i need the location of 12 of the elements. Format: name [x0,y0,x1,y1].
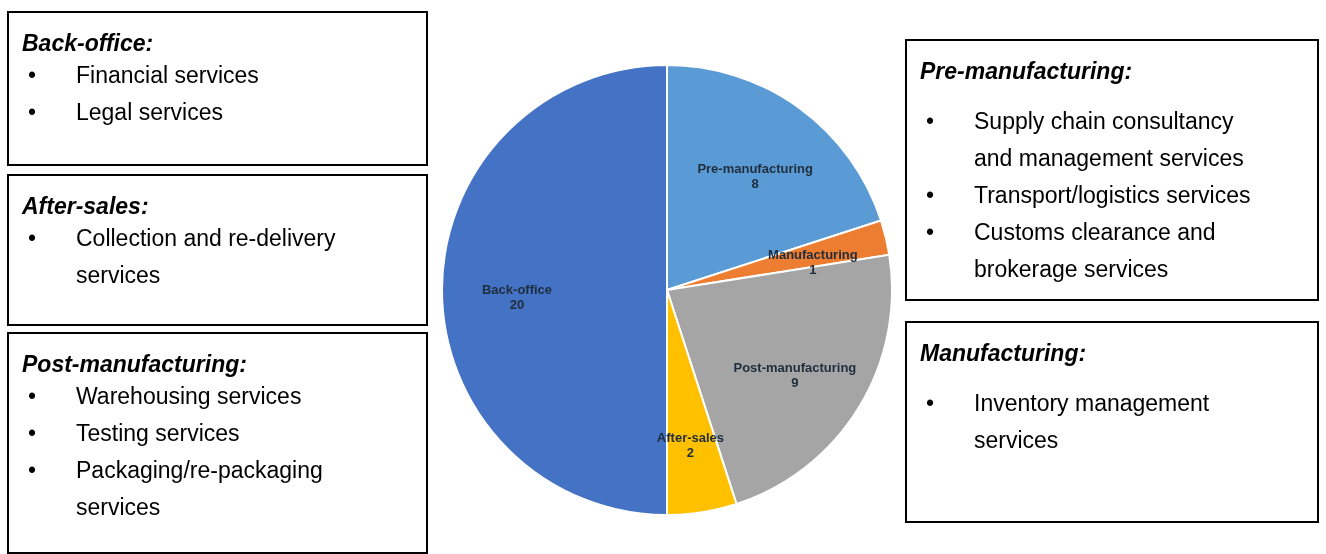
data-label: 20 [509,297,525,312]
data-label: 2 [686,445,695,461]
slice-label: Pre-manufacturing [697,160,814,176]
data-label: 9 [791,375,799,391]
text: After-sales: • Collection and re-delivery services [22,193,336,288]
slice-label: Post-manufacturing [733,360,857,376]
data-label: 8 [751,175,759,191]
slice-label: Back-office [481,282,553,297]
text: Manufacturing: • Inventory management services [920,340,1210,453]
text: Post-manufacturing: • Warehousing services • Testing services • Packaging/re-packaging services [22,351,323,520]
text: Back-office: • Financial services • Legal services [22,30,259,125]
text: Pre-manufacturing: • Supply chain consultancy and management services • Transport/logistics services • Customs clearance and brokerage services [920,58,1251,282]
